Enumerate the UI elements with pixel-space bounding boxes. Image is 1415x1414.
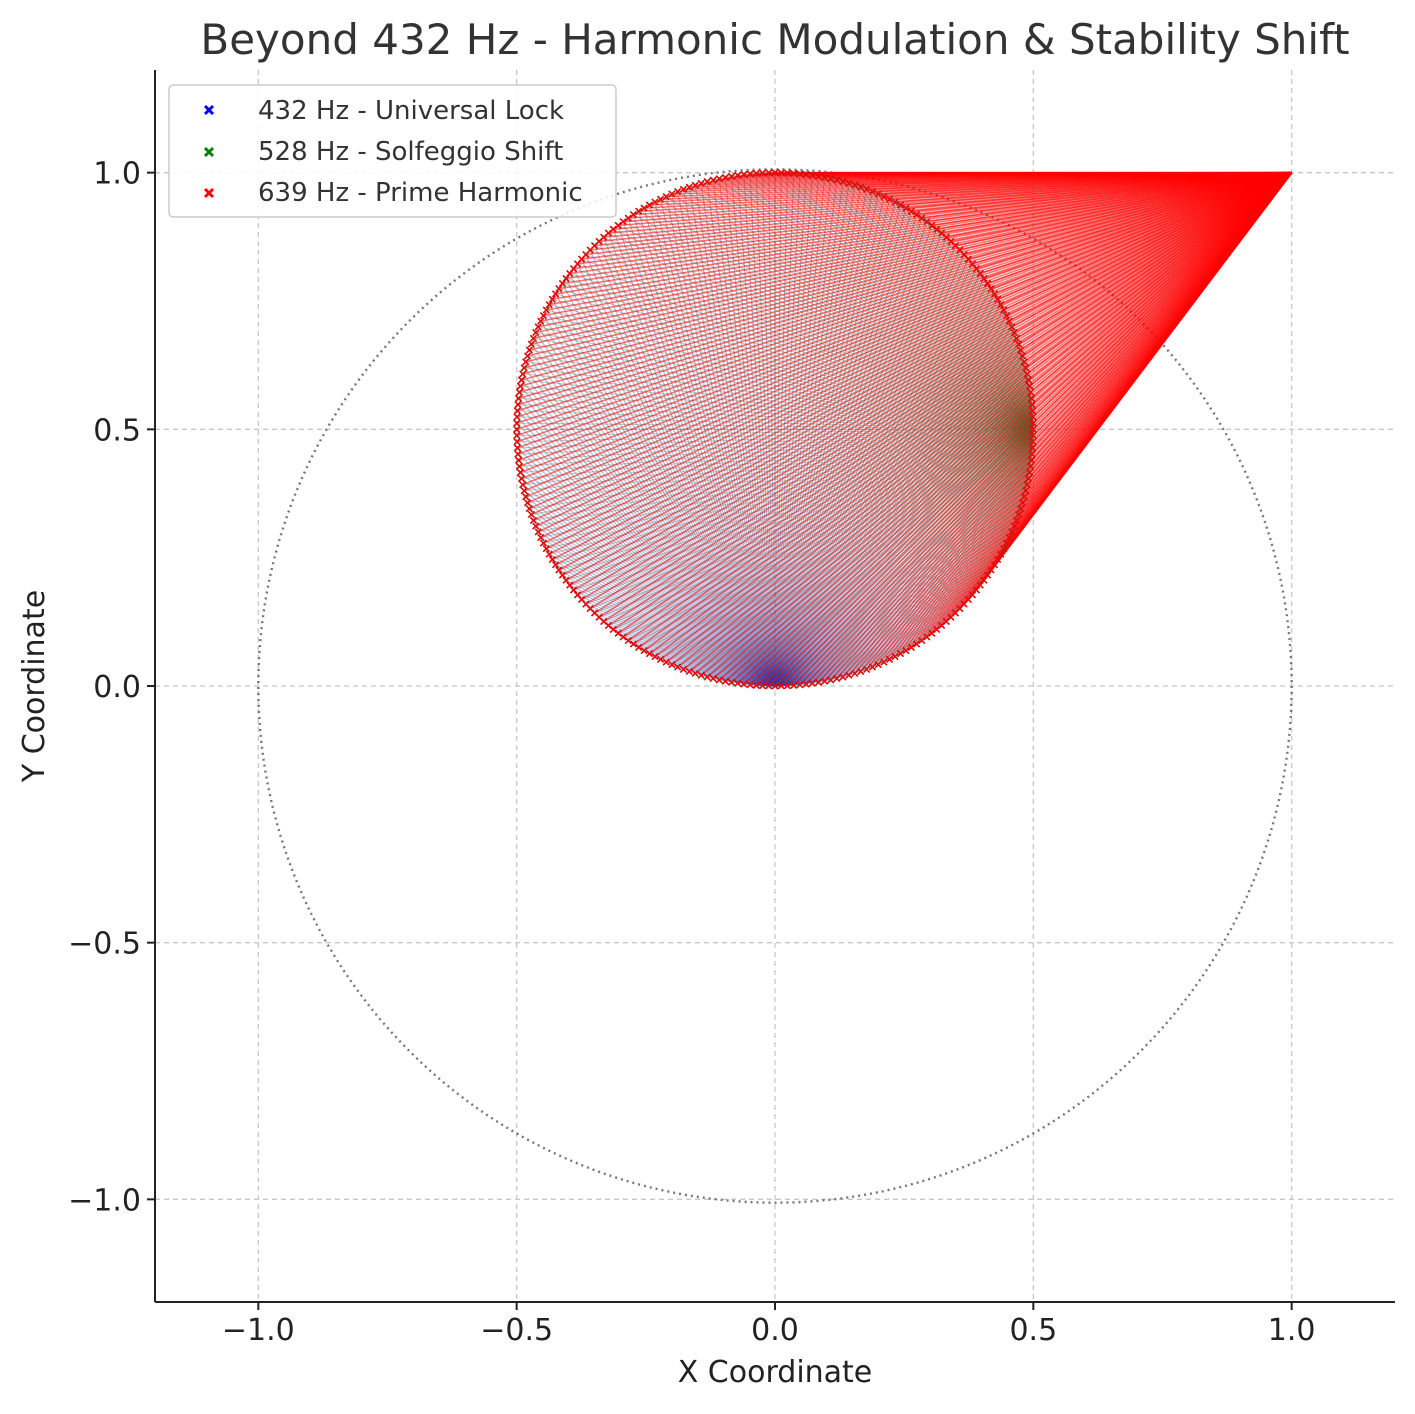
- chart-title: Beyond 432 Hz - Harmonic Modulation & St…: [200, 15, 1349, 64]
- x-tick-label-0: −1.0: [222, 1313, 295, 1348]
- y-axis-title: Y Coordinate: [17, 590, 52, 783]
- legend-label-639hz: 639 Hz - Prime Harmonic: [258, 178, 583, 208]
- y-tick-label-2: 0.0: [93, 670, 141, 705]
- series-2-point-155: [559, 572, 565, 578]
- x-tick-label-1: −0.5: [480, 1313, 553, 1348]
- x-tick-label-2: 0.0: [751, 1313, 799, 1348]
- x-tick-label-4: 1.0: [1268, 1313, 1316, 1348]
- y-tick-label-3: 0.5: [93, 413, 141, 448]
- legend-item-432hz: 432 Hz - Universal Lock: [205, 96, 564, 126]
- series-2-point-157: [567, 582, 573, 588]
- y-tick-label-4: 1.0: [93, 157, 141, 192]
- x-axis-title: X Coordinate: [678, 1355, 873, 1390]
- y-tick-label-0: −1.0: [68, 1183, 141, 1218]
- legend: 432 Hz - Universal Lock 528 Hz - Solfegg…: [169, 85, 616, 217]
- series-2-point-156: [563, 577, 569, 583]
- legend-label-528hz: 528 Hz - Solfeggio Shift: [258, 137, 563, 167]
- x-tick-label-3: 0.5: [1009, 1313, 1057, 1348]
- y-tick-label-1: −0.5: [68, 927, 141, 962]
- legend-label-432hz: 432 Hz - Universal Lock: [258, 96, 564, 126]
- legend-item-528hz: 528 Hz - Solfeggio Shift: [205, 137, 563, 167]
- legend-item-639hz: 639 Hz - Prime Harmonic: [205, 178, 583, 208]
